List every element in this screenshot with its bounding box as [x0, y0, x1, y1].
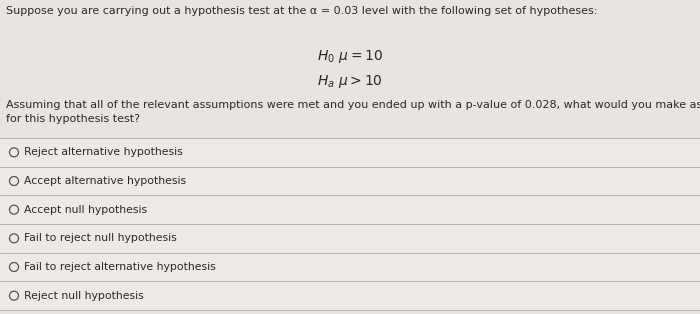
- Text: Assuming that all of the relevant assumptions were met and you ended up with a p: Assuming that all of the relevant assump…: [6, 100, 700, 124]
- Text: Accept alternative hypothesis: Accept alternative hypothesis: [24, 176, 186, 186]
- Text: Fail to reject alternative hypothesis: Fail to reject alternative hypothesis: [24, 262, 216, 272]
- Text: $H_a\ \mu > 10$: $H_a\ \mu > 10$: [317, 73, 383, 90]
- Text: Fail to reject null hypothesis: Fail to reject null hypothesis: [24, 233, 176, 243]
- Text: Reject null hypothesis: Reject null hypothesis: [24, 291, 144, 301]
- Text: Suppose you are carrying out a hypothesis test at the α = 0.03 level with the fo: Suppose you are carrying out a hypothesi…: [6, 6, 597, 16]
- Text: Accept null hypothesis: Accept null hypothesis: [24, 205, 146, 215]
- Text: $H_0\ \mu = 10$: $H_0\ \mu = 10$: [317, 48, 383, 65]
- Text: Reject alternative hypothesis: Reject alternative hypothesis: [24, 147, 182, 157]
- FancyBboxPatch shape: [0, 138, 700, 310]
